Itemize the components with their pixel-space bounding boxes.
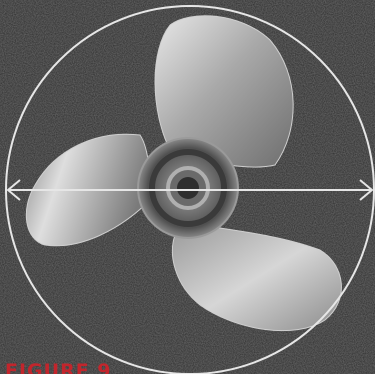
hub-hole: [177, 177, 199, 199]
figure-caption: FIGURE 9: [5, 360, 112, 374]
blade-bottom: [172, 224, 342, 332]
arrow-head-right: [359, 179, 374, 201]
arrow-head-left: [6, 179, 21, 201]
propeller: [25, 15, 342, 332]
blade-top: [154, 15, 294, 168]
diameter-circle: [5, 5, 375, 374]
diameter-arrow: [6, 179, 374, 201]
hub-ring: [149, 149, 227, 227]
